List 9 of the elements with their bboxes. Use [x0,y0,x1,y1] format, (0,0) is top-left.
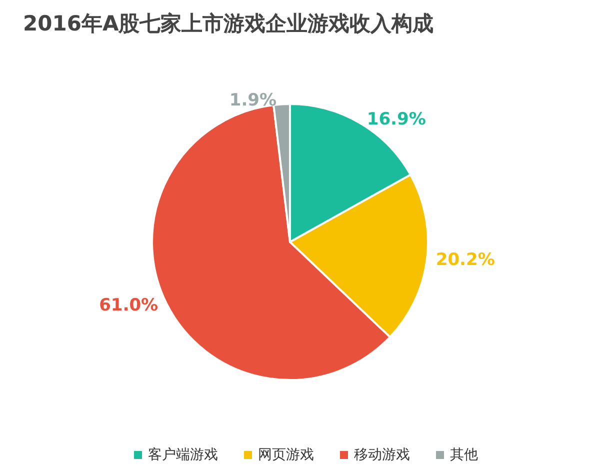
legend-label: 客户端游戏 [148,447,218,463]
legend-label: 移动游戏 [354,447,410,463]
chart-title: 2016年A股七家上市游戏企业游戏收入构成 [23,12,434,36]
legend-label: 其他 [450,447,478,463]
data-label: 20.2% [436,250,495,270]
data-label: 16.9% [366,110,426,130]
data-label: 1.9% [229,90,277,110]
data-label: 61.0% [99,296,158,316]
legend-label: 网页游戏 [258,447,314,463]
